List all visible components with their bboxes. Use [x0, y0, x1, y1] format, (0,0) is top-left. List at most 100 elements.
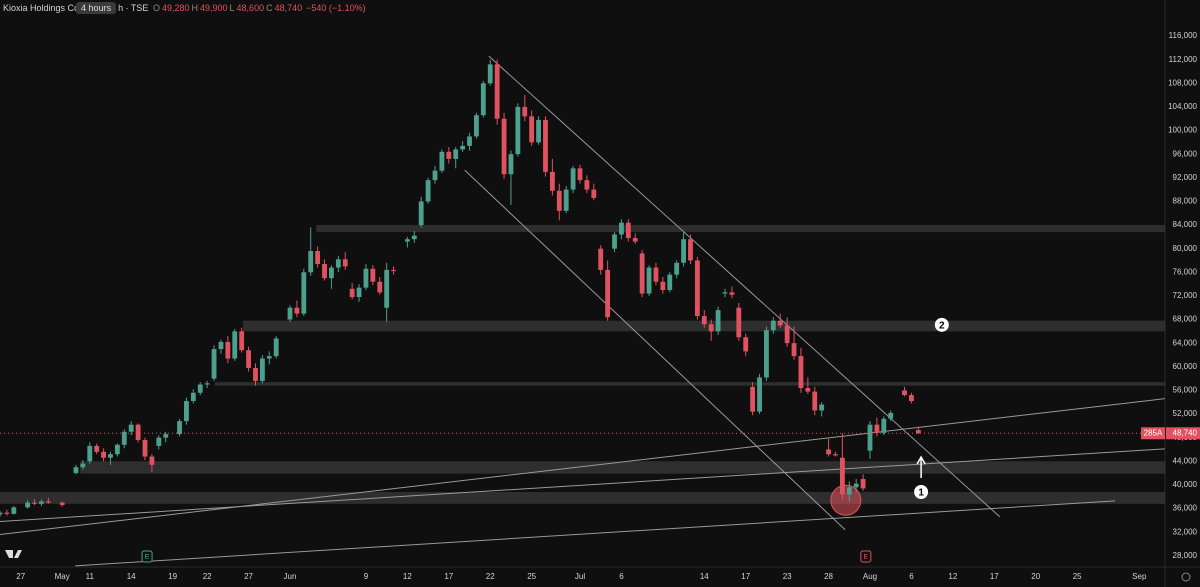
candle-body	[577, 168, 583, 181]
candle-body	[246, 350, 251, 368]
candle-body	[701, 315, 707, 325]
candle-body	[32, 502, 37, 504]
candle-body	[73, 467, 79, 474]
y-tick-label: 56,000	[1173, 386, 1198, 395]
y-tick-label: 40,000	[1173, 480, 1198, 489]
highlight-circle	[830, 484, 862, 516]
candle-body	[708, 324, 714, 332]
x-tick-label: 6	[909, 572, 914, 581]
interval-tooltip: 4 hours	[76, 2, 117, 14]
y-tick-label: 52,000	[1173, 409, 1198, 418]
candle-body	[874, 424, 880, 433]
x-tick-label: 12	[948, 572, 957, 581]
candle-body	[25, 502, 31, 508]
candle-body	[460, 145, 466, 150]
candle-body	[80, 463, 86, 468]
candle-body	[197, 384, 203, 393]
candle-body	[135, 424, 141, 441]
candle-body	[549, 171, 555, 191]
zone	[316, 225, 1165, 233]
x-tick-label: 23	[783, 572, 792, 581]
x-tick-label: 27	[16, 572, 25, 581]
ohlc-value: 48,600	[236, 3, 265, 13]
candle-body	[184, 401, 189, 422]
candle-body	[770, 320, 776, 331]
annotation-badge	[914, 484, 929, 499]
x-tick-label: 14	[700, 572, 709, 581]
candle-body	[156, 437, 162, 446]
candle-body	[163, 434, 169, 438]
candle-body	[529, 116, 535, 143]
candle-body	[273, 338, 279, 357]
change: −540 (−1.10%)	[306, 3, 366, 13]
candle-body	[736, 307, 742, 338]
annotation-arrow	[916, 455, 926, 478]
candle-body	[750, 386, 756, 412]
candle-body	[315, 251, 321, 265]
x-tick-label: 25	[1073, 572, 1082, 581]
earnings-text: E	[145, 554, 150, 561]
annotation-text: 2	[939, 320, 945, 331]
candle-body	[681, 239, 686, 263]
candle-body	[694, 260, 700, 316]
ohlc-value: 48,740	[274, 3, 303, 13]
x-tick-label: Jul	[575, 572, 585, 581]
candle-body	[232, 331, 238, 359]
candle-body	[384, 269, 390, 308]
y-tick-label: 44,000	[1173, 456, 1198, 465]
candle-body	[391, 269, 396, 272]
earnings-marker	[141, 550, 153, 563]
annotation-text: 1	[918, 488, 924, 499]
y-tick-label: 88,000	[1173, 197, 1198, 206]
candle-body	[784, 325, 790, 344]
candle-body	[902, 390, 907, 396]
candle-body	[11, 507, 17, 514]
candle-body	[501, 118, 507, 175]
x-tick-label: 17	[741, 572, 750, 581]
x-tick-label: Aug	[863, 572, 877, 581]
candle-body	[563, 189, 569, 211]
x-tick-label: 17	[990, 572, 999, 581]
candle-body	[743, 337, 749, 352]
trendline	[75, 500, 1116, 567]
candle-body	[114, 444, 120, 455]
trendline	[464, 169, 846, 531]
candle-body	[225, 341, 231, 359]
x-tick-label: 14	[127, 572, 136, 581]
candle-body	[688, 239, 693, 261]
settings-icon[interactable]	[1181, 572, 1191, 582]
candle-body	[480, 83, 486, 116]
candle-body	[128, 424, 134, 432]
x-tick-label: 17	[444, 572, 453, 581]
candle-body	[729, 292, 735, 295]
x-tick-label: 27	[244, 572, 253, 581]
x-tick-label: 20	[1031, 572, 1040, 581]
y-tick-label: 84,000	[1173, 220, 1198, 229]
candle-body	[522, 106, 528, 117]
candle-body	[570, 168, 576, 190]
candle-body	[674, 262, 680, 275]
ohlc-key: O	[152, 3, 160, 13]
candle-body	[474, 115, 479, 137]
candle-body	[259, 358, 265, 381]
y-tick-label: 60,000	[1173, 362, 1198, 371]
ohlc-key: H	[191, 3, 199, 13]
x-tick-label: 19	[168, 572, 177, 581]
tv-logo	[5, 550, 22, 558]
candle-body	[805, 388, 811, 392]
candle-body	[190, 392, 196, 402]
y-tick-label: 104,000	[1168, 102, 1197, 111]
candle-body	[453, 149, 459, 159]
candle-body	[536, 119, 541, 143]
candle-body	[826, 449, 831, 455]
candle-body	[494, 64, 500, 119]
candle-body	[349, 288, 355, 298]
candle-body	[853, 483, 859, 488]
candle-body	[612, 234, 617, 249]
y-tick-label: 100,000	[1168, 126, 1197, 135]
y-tick-label: 32,000	[1173, 527, 1198, 536]
candle-body	[888, 412, 894, 419]
y-tick-label: 36,000	[1173, 504, 1198, 513]
candle-body	[253, 367, 258, 381]
y-tick-label: 108,000	[1168, 78, 1197, 87]
